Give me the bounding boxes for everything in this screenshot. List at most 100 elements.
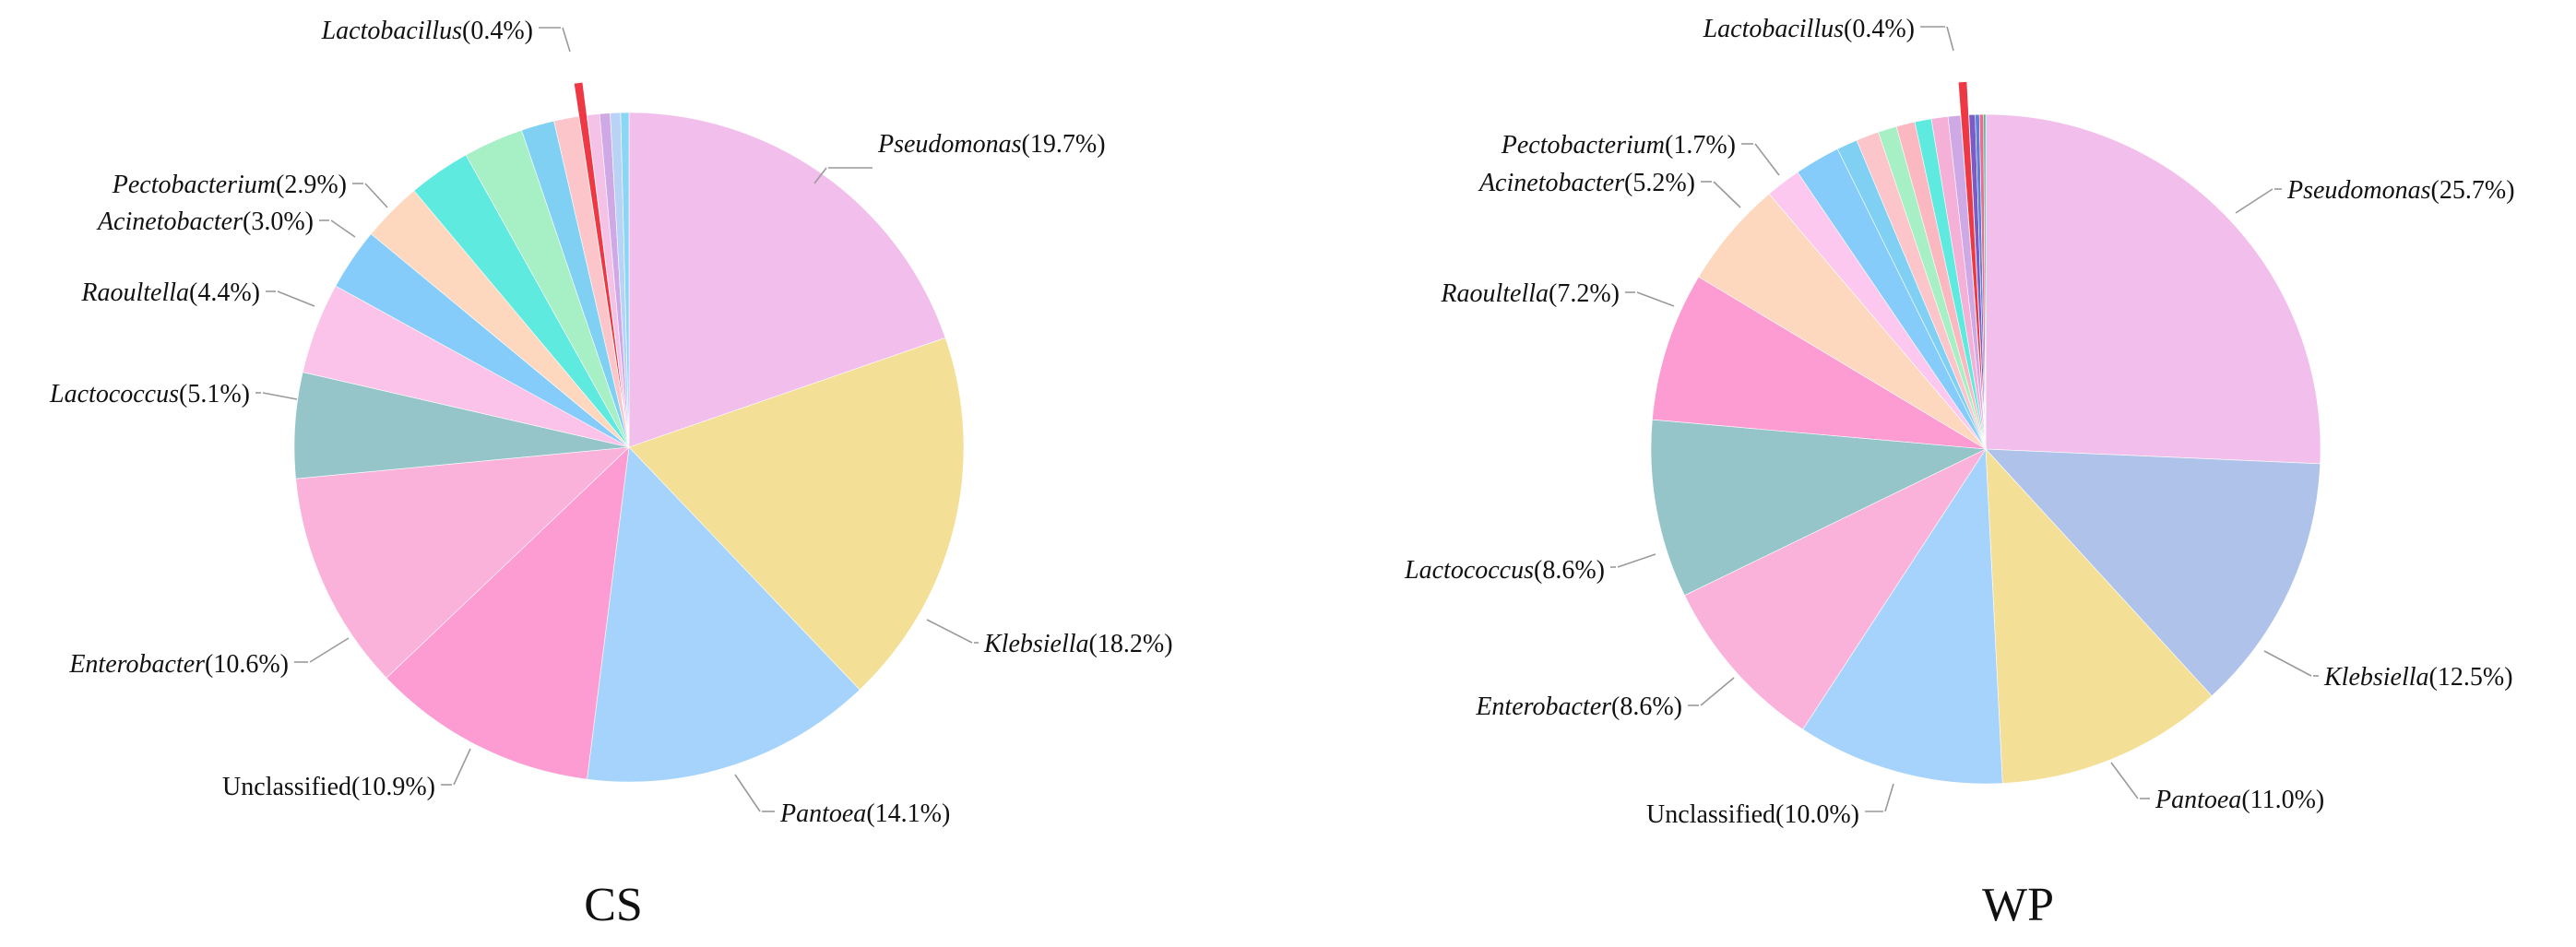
chart-title-cs: CS [584,879,643,931]
leader-line-wp-pectobacterium [1754,143,1780,176]
pie-slice-wp-enterobacter [1684,448,1987,730]
slice-label-percent: (2.9%) [276,171,347,199]
pie-slice-wp-minor-21 [1983,113,1987,450]
slice-label-percent: (18.2%) [1089,630,1173,658]
slice-label-name: Enterobacter [68,650,205,679]
slice-label-cs-lactobacillus: Lactobacillus(0.4%) [321,17,533,45]
pie-slice-wp-klebsiella [1985,448,2321,697]
slice-label-name: Lactobacillus [1703,15,1845,43]
slice-label-wp-pantoea: Pantoea(11.0%) [2155,786,2324,814]
pie-slice-cs-pantoea [587,446,861,783]
slice-label-name: Acinetobacter [96,207,243,236]
slice-label-percent: (25.7%) [2431,176,2515,205]
slice-label-name: Pseudomonas [2286,176,2431,205]
pie-slice-cs-pseudomonas [628,112,946,448]
pie-slice-wp-lactococcus [1650,419,1988,597]
slice-label-cs-acinetobacter: Acinetobacter(3.0%) [96,207,314,236]
slice-label-percent: (5.1%) [179,380,250,408]
pie-slice-wp-lactobacillus [1957,81,1985,428]
slice-label-percent: (10.0%) [1775,800,1859,829]
slice-label-wp-enterobacter: Enterobacter(8.6%) [1475,692,1682,721]
leader-line-cs-lactobacillus [562,27,571,53]
leader-line-cs-pseudomonas [813,167,827,184]
slice-label-percent: (5.2%) [1624,169,1695,197]
slice-label-cs-raoultella: Raoultella(4.4%) [80,278,260,307]
slice-label-name: Unclassified [1646,800,1775,829]
slice-label-percent: (4.4%) [189,278,260,307]
slice-label-name: Unclassified [222,773,351,801]
slice-label-percent: (8.6%) [1611,692,1682,721]
slice-label-name: Enterobacter [1475,692,1611,721]
slice-label-name: Pantoea [2155,786,2241,814]
leader-line-wp-lactobacillus [1946,26,1954,52]
leader-line-cs-enterobacter [309,637,350,663]
pie-slice-cs-lactobacillus [574,81,626,426]
slice-label-cs-enterobacter: Enterobacter(10.6%) [68,650,289,679]
leader-line-wp-unclassified [1884,783,1894,812]
slice-label-name: Pectobacterium [112,171,276,199]
slice-label-name: Lactococcus [1404,556,1534,585]
slice-label-name: Acinetobacter [1478,169,1624,197]
slice-label-wp-klebsiella: Klebsiella(12.5%) [2323,663,2513,692]
slice-label-percent: (8.6%) [1534,556,1605,585]
pie-slice-wp-pseudomonas [1985,113,2321,465]
pie-slice-wp-minor-16 [1947,114,1987,450]
slice-label-cs-pantoea: Pantoea(14.1%) [779,799,950,828]
pie-slice-wp-pantoea [1985,448,2213,784]
leader-line-cs-unclassified [453,748,471,786]
slice-label-cs-lactococcus: Lactococcus(5.1%) [49,380,250,408]
slice-label-name: Pectobacterium [1501,131,1665,160]
leader-line-cs-raoultella [277,290,315,307]
leader-line-wp-raoultella [1636,291,1675,307]
leader-line-cs-pantoea [734,774,761,812]
slice-label-cs-pectobacterium: Pectobacterium(2.9%) [112,171,347,199]
pie-slice-wp-raoultella [1652,276,1987,450]
slice-label-wp-raoultella: Raoultella(7.2%) [1440,279,1620,308]
slice-label-percent: (11.0%) [2241,786,2324,814]
slice-label-name: Lactobacillus [321,17,463,45]
slice-label-cs-klebsiella: Klebsiella(18.2%) [983,630,1173,658]
slice-label-percent: (3.0%) [243,207,314,236]
slice-label-percent: (10.6%) [205,650,289,679]
slice-label-cs-pseudomonas: Pseudomonas(19.7%) [877,130,1106,159]
slice-label-percent: (1.7%) [1665,131,1736,160]
leader-line-wp-acinetobacter [1713,181,1741,208]
slice-label-wp-lactobacillus: Lactobacillus(0.4%) [1703,15,1915,43]
leader-line-wp-enterobacter [1700,677,1735,706]
slice-label-name: Pantoea [779,799,866,828]
slice-label-percent: (14.1%) [866,799,950,828]
slice-label-wp-pectobacterium: Pectobacterium(1.7%) [1501,131,1736,160]
slice-label-wp-lactococcus: Lactococcus(8.6%) [1404,556,1605,585]
slice-label-wp-pseudomonas: Pseudomonas(25.7%) [2286,176,2515,205]
pie-slice-wp-unclassified [1802,448,2003,785]
leader-line-wp-pantoea [2110,762,2139,799]
slice-label-percent: (0.4%) [462,17,533,45]
slice-label-name: Klebsiella [2323,663,2429,692]
slice-label-wp-acinetobacter: Acinetobacter(5.2%) [1478,169,1695,197]
slice-label-name: Klebsiella [983,630,1089,658]
pie-slice-cs-enterobacter [295,446,630,679]
leader-line-wp-lactococcus [1617,553,1656,568]
slice-label-name: Raoultella [1440,279,1549,308]
slice-label-percent: (12.5%) [2429,663,2513,692]
slice-label-percent: (7.2%) [1549,279,1620,308]
slice-label-percent: (0.4%) [1844,15,1915,43]
pie-slice-cs-unclassified [386,446,630,780]
leader-line-cs-lactococcus [262,392,298,400]
slice-label-name: Pseudomonas [877,130,1022,159]
pie-chart-wp: Pseudomonas(25.7%) Klebsiella(12.5%) Panto… [1404,15,2514,931]
leader-line-wp-pseudomonas [2235,188,2273,214]
pie-slice-cs-minor-17 [620,112,630,448]
pie-slice-cs-minor-12 [553,115,630,448]
slice-label-cs-unclassified: Unclassified(10.9%) [222,773,435,801]
chart-title-wp: WP [1982,879,2054,931]
slice-label-percent: (10.9%) [351,773,435,801]
pie-slice-cs-klebsiella [628,337,965,691]
slice-label-wp-unclassified: Unclassified(10.0%) [1646,800,1859,829]
pie-chart-cs: Pseudomonas(19.7%) Klebsiella(18.2%) Panto… [49,17,1172,931]
leader-line-cs-klebsiella [926,619,973,644]
slice-label-percent: (19.7%) [1022,130,1106,159]
leader-line-cs-pectobacterium [364,183,388,208]
leader-line-wp-klebsiella [2263,650,2312,677]
